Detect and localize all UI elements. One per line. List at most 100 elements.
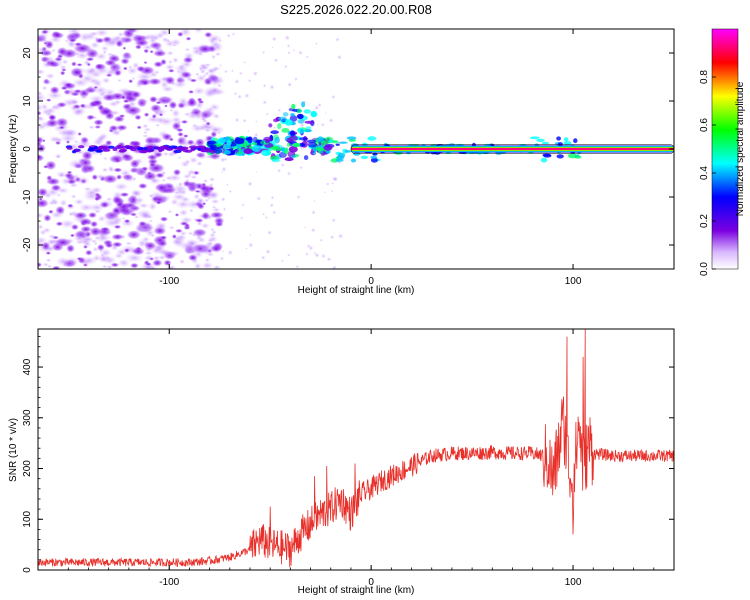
snr-y-label: SNR (10 * v/v) (8, 418, 19, 482)
noise-blob (265, 249, 271, 255)
noise-blob (242, 118, 247, 123)
signal-blob (323, 144, 333, 151)
noise-blob (126, 196, 134, 203)
signal-blob (277, 123, 282, 130)
noise-blob (113, 99, 122, 105)
noise-blob (211, 155, 219, 161)
noise-blob (54, 237, 72, 247)
noise-blob (262, 50, 266, 55)
noise-blob (117, 78, 122, 83)
spectrogram-y-label: Frequency (Hz) (8, 115, 19, 184)
noise-blob (55, 256, 71, 267)
signal-blob (93, 146, 99, 150)
noise-blob (247, 78, 252, 83)
noise-blob (104, 59, 117, 67)
snr-x-label: Height of straight line (km) (298, 585, 415, 596)
signal-blob (297, 127, 305, 134)
signal-blob (291, 103, 296, 110)
noise-blob (167, 210, 173, 214)
noise-blob (330, 189, 334, 193)
noise-blob (38, 197, 43, 201)
noise-blob (230, 69, 234, 73)
noise-blob (204, 63, 212, 67)
noise-blob (272, 210, 277, 215)
noise-blob (256, 196, 262, 202)
signal-blob (209, 144, 217, 151)
signal-blob (288, 146, 298, 153)
signal-blob (72, 150, 77, 154)
signal-blob (325, 149, 331, 154)
noise-blob (283, 64, 288, 69)
noise-blob (197, 44, 213, 54)
noise-blob (74, 198, 85, 206)
noise-blob (248, 242, 254, 248)
noise-blob (143, 127, 152, 132)
noise-blob (66, 244, 75, 253)
noise-blob (60, 70, 66, 76)
noise-blob (292, 48, 296, 52)
noise-blob (158, 112, 164, 117)
noise-blob (138, 183, 148, 189)
noise-blob (271, 46, 274, 49)
noise-blob (305, 252, 309, 256)
signal-blob (332, 140, 339, 144)
noise-blob (171, 234, 177, 239)
snr-plot-area (38, 329, 674, 568)
noise-blob (255, 171, 258, 174)
noise-blob (158, 194, 172, 202)
signal-blob (159, 145, 169, 149)
noise-blob (101, 77, 111, 84)
noise-blob (115, 39, 124, 48)
noise-blob (321, 253, 326, 259)
noise-blob (231, 32, 236, 36)
signal-blob (557, 142, 563, 147)
figure-title: S225.2026.022.20.00.R08 (280, 2, 432, 17)
noise-blob (38, 224, 44, 230)
noise-blob (336, 54, 342, 60)
noise-blob (61, 128, 78, 138)
noise-blob (93, 242, 99, 246)
noise-blob (161, 178, 167, 182)
spectrogram-ridge (350, 144, 674, 154)
noise-blob (303, 226, 306, 229)
noise-blob (101, 38, 120, 48)
signal-blob (168, 145, 178, 149)
noise-blob (124, 248, 130, 253)
noise-blob (79, 94, 89, 100)
noise-blob (167, 173, 183, 182)
noise-blob (196, 161, 203, 167)
noise-blob (105, 140, 113, 146)
noise-blob (164, 104, 168, 108)
noise-blob (171, 238, 182, 246)
noise-blob (152, 259, 163, 267)
noise-blob (92, 99, 103, 106)
noise-blob (212, 264, 222, 269)
signal-blob (243, 148, 253, 155)
signal-blob (556, 136, 561, 141)
noise-blob (134, 114, 142, 121)
noise-blob (168, 225, 176, 230)
signal-blob (307, 142, 317, 148)
noise-blob (277, 168, 282, 173)
noise-blob (154, 183, 169, 192)
noise-blob (147, 158, 159, 165)
noise-blob (119, 192, 130, 198)
noise-blob (88, 203, 106, 212)
noise-blob (226, 33, 231, 38)
noise-blob (337, 233, 344, 239)
noise-blob (262, 212, 266, 216)
noise-blob (38, 92, 47, 103)
noise-blob (262, 83, 267, 88)
signal-blob (316, 136, 324, 143)
noise-blob (206, 252, 215, 257)
noise-blob (67, 203, 74, 208)
noise-blob (45, 258, 52, 263)
noise-blob (69, 233, 75, 238)
signal-blob (306, 139, 317, 144)
noise-blob (56, 137, 63, 144)
noise-blob (130, 189, 142, 198)
noise-blob (245, 247, 248, 250)
noise-blob (74, 42, 83, 47)
noise-blob (80, 256, 98, 265)
noise-blob (105, 71, 113, 77)
